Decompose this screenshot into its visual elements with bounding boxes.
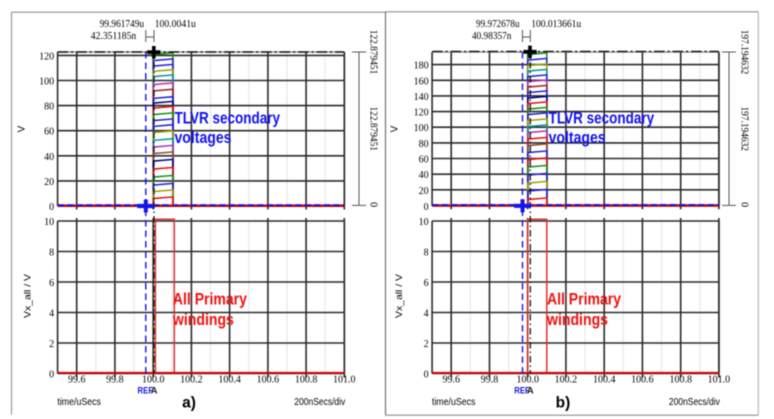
svg-text:180: 180 <box>414 61 429 72</box>
svg-text:0: 0 <box>739 202 750 207</box>
svg-text:99.961749u: 99.961749u <box>100 18 145 30</box>
svg-text:voltages: voltages <box>549 128 606 147</box>
svg-text:All Primary: All Primary <box>547 290 621 309</box>
svg-text:100.2: 100.2 <box>180 375 203 386</box>
svg-text:voltages: voltages <box>175 128 232 147</box>
svg-text:40: 40 <box>44 152 54 163</box>
svg-text:101.0: 101.0 <box>708 375 731 386</box>
svg-text:200nSecs/div: 200nSecs/div <box>294 397 345 408</box>
svg-text:windings: windings <box>546 310 608 329</box>
svg-text:TLVR secondary: TLVR secondary <box>175 108 281 127</box>
svg-text:a): a) <box>182 395 196 412</box>
svg-text:8: 8 <box>424 248 429 259</box>
svg-text:160: 160 <box>414 76 429 87</box>
svg-text:V: V <box>17 125 28 132</box>
svg-text:40.98357n: 40.98357n <box>472 30 512 42</box>
svg-text:60: 60 <box>419 155 429 166</box>
svg-text:REF: REF <box>514 385 530 396</box>
svg-text:Vx_all / V: Vx_all / V <box>23 273 34 318</box>
svg-text:99.8: 99.8 <box>106 375 124 386</box>
svg-text:V: V <box>390 125 401 132</box>
svg-text:120: 120 <box>39 51 54 62</box>
svg-text:100.6: 100.6 <box>631 375 654 386</box>
svg-text:140: 140 <box>414 92 429 103</box>
svg-text:100.2: 100.2 <box>555 375 578 386</box>
svg-text:122.879451: 122.879451 <box>368 30 379 75</box>
svg-text:6: 6 <box>49 278 54 289</box>
svg-text:Vx_all / V: Vx_all / V <box>394 273 405 318</box>
svg-text:100.0041u: 100.0041u <box>155 18 197 30</box>
svg-text:0: 0 <box>368 202 379 207</box>
svg-text:99.8: 99.8 <box>481 375 499 386</box>
svg-text:All Primary: All Primary <box>173 290 247 309</box>
svg-text:100.4: 100.4 <box>218 375 241 386</box>
svg-text:100.8: 100.8 <box>295 375 318 386</box>
svg-text:100: 100 <box>39 77 54 88</box>
svg-text:20: 20 <box>419 186 429 197</box>
svg-text:REF: REF <box>138 385 154 396</box>
svg-text:100.4: 100.4 <box>593 375 616 386</box>
svg-text:99.6: 99.6 <box>442 375 460 386</box>
svg-text:0: 0 <box>424 202 429 213</box>
svg-text:windings: windings <box>172 310 234 329</box>
svg-text:0: 0 <box>49 370 54 381</box>
svg-text:80: 80 <box>44 102 54 113</box>
svg-text:20: 20 <box>44 177 54 188</box>
svg-text:122.879451: 122.879451 <box>368 106 379 151</box>
svg-text:6: 6 <box>424 278 429 289</box>
svg-text:42.351185n: 42.351185n <box>91 30 137 42</box>
svg-text:100.0: 100.0 <box>142 375 165 386</box>
svg-text:100: 100 <box>414 123 429 134</box>
svg-text:40: 40 <box>419 170 429 181</box>
svg-text:A: A <box>527 385 534 396</box>
svg-text:0: 0 <box>49 202 54 213</box>
svg-text:99.972678u: 99.972678u <box>476 18 520 30</box>
svg-text:4: 4 <box>49 309 54 320</box>
svg-text:2: 2 <box>424 339 429 350</box>
svg-text:197.194632: 197.194632 <box>739 30 750 75</box>
svg-text:0: 0 <box>424 370 429 381</box>
svg-text:100.013661u: 100.013661u <box>531 18 581 30</box>
svg-text:80: 80 <box>419 139 429 150</box>
svg-text:101.0: 101.0 <box>333 375 356 386</box>
svg-text:60: 60 <box>44 127 54 138</box>
svg-text:b): b) <box>556 395 571 412</box>
svg-text:100.6: 100.6 <box>257 375 280 386</box>
svg-text:100.0: 100.0 <box>516 375 539 386</box>
svg-text:120: 120 <box>414 108 429 119</box>
svg-text:99.6: 99.6 <box>68 375 86 386</box>
svg-text:TLVR secondary: TLVR secondary <box>549 108 655 127</box>
svg-text:100.8: 100.8 <box>669 375 692 386</box>
svg-text:A: A <box>151 385 158 396</box>
svg-text:197.194632: 197.194632 <box>739 106 750 151</box>
svg-text:time/uSecs: time/uSecs <box>432 397 476 408</box>
svg-text:2: 2 <box>49 339 54 350</box>
svg-text:4: 4 <box>424 309 429 320</box>
svg-text:10: 10 <box>419 217 429 228</box>
svg-text:10: 10 <box>44 217 54 228</box>
svg-text:200nSecs/div: 200nSecs/div <box>669 397 720 408</box>
svg-text:time/uSecs: time/uSecs <box>57 397 101 408</box>
svg-text:8: 8 <box>49 248 54 259</box>
